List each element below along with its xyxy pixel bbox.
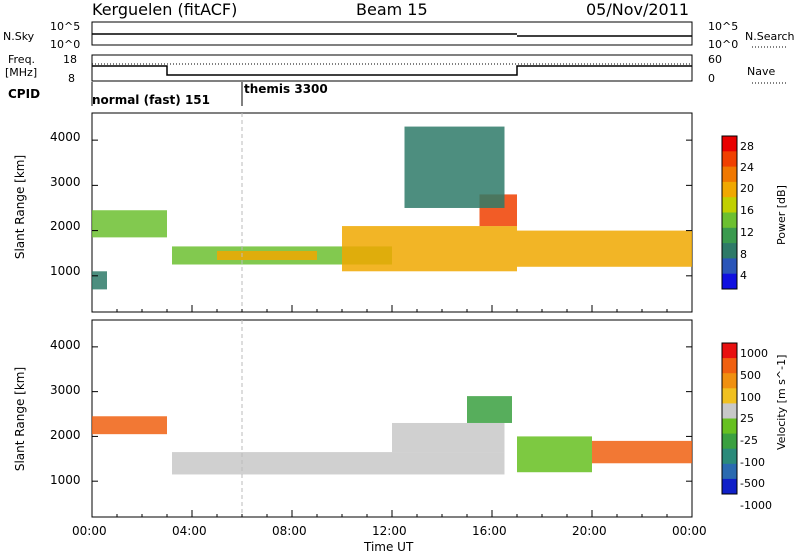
velocity-panel xyxy=(91,319,693,518)
velocity-scatter-2 xyxy=(392,422,505,453)
power-cbar-tick-4: 4 xyxy=(740,269,747,282)
velocity-ytick-2000: 2000 xyxy=(50,428,81,442)
xaxis-label: Time UT xyxy=(364,540,414,554)
power-colorbar-cell xyxy=(722,273,737,290)
power-colorbar-cell xyxy=(722,258,737,275)
xtick-1200: 12:00 xyxy=(372,524,407,538)
nave-tick-bottom: 0 xyxy=(708,72,715,85)
vel-cbar-tick-neg100: -100 xyxy=(740,456,765,469)
velocity-scatter-4 xyxy=(517,436,592,473)
power-colorbar-cell xyxy=(722,227,737,244)
power-cbar-label: Power [dB] xyxy=(775,185,788,245)
beam-title: Beam 15 xyxy=(356,0,428,19)
power-colorbar-cell xyxy=(722,166,737,183)
velocity-colorbar-cell xyxy=(722,478,737,495)
velocity-colorbar xyxy=(721,342,738,495)
velocity-scatter-0 xyxy=(92,416,167,435)
nave-label: Nave xyxy=(747,65,776,78)
power-ytick-1000: 1000 xyxy=(50,264,81,278)
freq-tick-top: 18 xyxy=(63,53,77,66)
vel-cbar-tick-500: 500 xyxy=(740,369,761,382)
velocity-scatter-5 xyxy=(592,440,692,464)
power-scatter-4 xyxy=(342,226,517,272)
velocity-ytick-1000: 1000 xyxy=(50,473,81,487)
xtick-2000: 20:00 xyxy=(572,524,607,538)
velocity-colorbar-cell xyxy=(722,343,737,359)
power-cbar-tick-24: 24 xyxy=(740,161,754,174)
power-scatter-3 xyxy=(217,250,317,260)
power-ytick-2000: 2000 xyxy=(50,219,81,233)
vel-cbar-tick-100: 100 xyxy=(740,391,761,404)
power-scatter-6 xyxy=(517,230,692,267)
freq-trace xyxy=(92,65,692,76)
velocity-colorbar-cell xyxy=(722,373,737,389)
nsky-label: N.Sky xyxy=(3,30,35,43)
power-colorbar-cell xyxy=(722,197,737,213)
power-ytick-4000: 4000 xyxy=(50,130,81,144)
cpid-segment-2: themis 3300 xyxy=(244,82,328,96)
vel-cbar-label: Velocity [m s^-1] xyxy=(775,354,788,450)
vel-cbar-tick-neg25: -25 xyxy=(740,434,758,447)
velocity-ytick-4000: 4000 xyxy=(50,338,81,352)
power-scatter-7 xyxy=(404,126,505,208)
station-title: Kerguelen (fitACF) xyxy=(92,0,238,19)
velocity-colorbar-cell xyxy=(722,418,737,435)
vel-cbar-tick-25: 25 xyxy=(740,412,754,425)
power-cbar-tick-12: 12 xyxy=(740,226,754,239)
velocity-colorbar-cell xyxy=(722,358,737,374)
nsearch-tick-bottom: 10^0 xyxy=(708,38,739,51)
nsky-tick-bottom: 10^0 xyxy=(50,38,81,51)
velocity-colorbar-cell xyxy=(722,403,737,419)
power-cbar-tick-16: 16 xyxy=(740,204,754,217)
power-cbar-tick-8: 8 xyxy=(740,248,747,261)
power-panel xyxy=(91,112,693,313)
power-colorbar xyxy=(721,135,738,290)
power-ytick-3000: 3000 xyxy=(50,175,81,189)
power-colorbar-cell xyxy=(722,136,737,152)
freq-tick-bottom: 8 xyxy=(68,72,75,85)
velocity-colorbar-cell xyxy=(722,463,737,480)
xtick-0800: 08:00 xyxy=(272,524,307,538)
nsearch-label: N.Search xyxy=(745,30,795,43)
xtick-1600: 16:00 xyxy=(472,524,507,538)
velocity-colorbar-cell xyxy=(722,448,737,465)
vel-cbar-tick-1000: 1000 xyxy=(740,347,768,360)
nsearch-tick-top: 10^5 xyxy=(708,20,739,33)
velocity-scatter-1 xyxy=(172,452,505,475)
nsky-tick-top: 10^5 xyxy=(50,20,81,33)
vel-cbar-tick-neg500: -500 xyxy=(740,477,765,490)
power-colorbar-cell xyxy=(722,212,737,229)
date-title: 05/Nov/2011 xyxy=(586,0,690,19)
power-cbar-tick-20: 20 xyxy=(740,182,754,195)
freq-panel xyxy=(91,54,693,82)
velocity-colorbar-cell xyxy=(722,433,737,450)
velocity-colorbar-cell xyxy=(722,388,737,404)
power-scatter-0 xyxy=(92,210,167,238)
xtick-0400: 04:00 xyxy=(172,524,207,538)
power-colorbar-cell xyxy=(722,151,737,168)
nave-tick-top: 60 xyxy=(708,53,722,66)
power-scatter-1 xyxy=(92,271,107,290)
velocity-ytick-3000: 3000 xyxy=(50,383,81,397)
xtick-0000: 00:00 xyxy=(72,524,107,538)
freq-unit-label: [MHz] xyxy=(5,66,38,79)
velocity-ylabel: Slant Range [km] xyxy=(13,366,28,472)
power-colorbar-cell xyxy=(722,181,737,198)
power-cbar-tick-28: 28 xyxy=(740,140,754,153)
vel-cbar-tick-neg1000: -1000 xyxy=(740,499,772,512)
power-colorbar-cell xyxy=(722,243,737,259)
xtick-2400: 00:00 xyxy=(672,524,707,538)
freq-label: Freq. xyxy=(8,53,36,66)
cpid-label: CPID xyxy=(8,87,41,101)
power-ylabel: Slant Range [km] xyxy=(13,154,28,260)
velocity-scatter-3 xyxy=(467,396,512,423)
cpid-segment-1: normal (fast) 151 xyxy=(92,93,210,107)
